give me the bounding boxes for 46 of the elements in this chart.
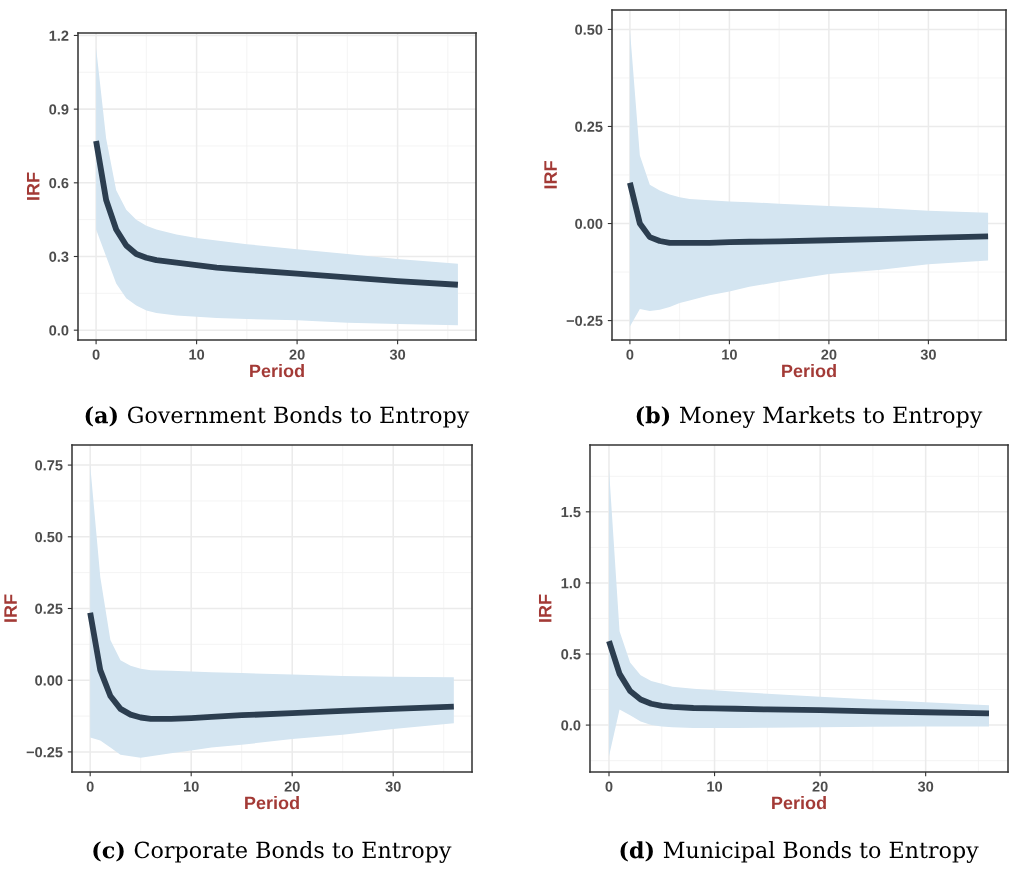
y-tick-label: 0.00 — [35, 675, 63, 686]
y-tick-label: 1.5 — [561, 507, 581, 518]
y-axis-title: IRF — [538, 594, 552, 622]
y-tick-label: 0.00 — [575, 218, 603, 229]
y-axis-title: IRF — [26, 172, 40, 200]
x-tick-label: 10 — [722, 349, 737, 360]
text: (d) Municipal Bonds to Entropy — [620, 841, 979, 863]
x-tick-label: 20 — [289, 349, 305, 360]
y-tick-label: 0.25 — [575, 121, 603, 132]
x-tick-label: 0 — [605, 781, 613, 792]
y-tick-label: 0.0 — [561, 720, 581, 731]
y-axis-title: IRF — [4, 594, 17, 622]
x-tick-label: 10 — [184, 781, 199, 792]
y-tick-label: 1.0 — [561, 578, 581, 589]
x-tick-label: 0 — [92, 349, 100, 360]
x-tick-label: 10 — [707, 781, 723, 792]
y-tick-label: 0.50 — [35, 531, 63, 543]
text: (a) Government Bonds to Entropy — [85, 406, 470, 428]
x-axis-title: Period — [245, 796, 299, 810]
y-tick-label: 0.75 — [35, 460, 63, 471]
y-tick-label: 0.50 — [575, 24, 603, 35]
x-axis-title: Period — [772, 796, 826, 810]
y-tick-label: −0.25 — [566, 315, 603, 327]
x-tick-label: 0 — [86, 781, 94, 792]
text: (c) Corporate Bonds to Entropy — [93, 841, 452, 863]
y-tick-label: 0.5 — [561, 649, 581, 660]
y-tick-label: 0.9 — [49, 104, 69, 115]
text: (b) Money Markets to Entropy — [636, 406, 983, 428]
x-axis-title: Period — [782, 364, 836, 378]
y-tick-label: 1.2 — [49, 30, 69, 41]
y-tick-label: 0.6 — [49, 177, 69, 189]
x-tick-label: 10 — [189, 349, 205, 360]
y-tick-label: 0.0 — [49, 325, 69, 336]
x-tick-label: 0 — [626, 349, 634, 360]
x-tick-label: 20 — [812, 781, 828, 792]
x-tick-label: 20 — [821, 349, 837, 360]
y-tick-label: 0.3 — [49, 251, 69, 262]
y-axis-title: IRF — [544, 161, 557, 189]
x-tick-label: 30 — [389, 349, 406, 360]
y-tick-label: 0.25 — [35, 603, 63, 614]
x-tick-label: 30 — [385, 781, 401, 792]
x-tick-label: 20 — [284, 781, 300, 792]
y-tick-label: −0.25 — [26, 747, 63, 758]
x-axis-title: Period — [250, 364, 304, 378]
x-tick-label: 30 — [917, 781, 934, 792]
x-tick-label: 30 — [920, 349, 936, 360]
